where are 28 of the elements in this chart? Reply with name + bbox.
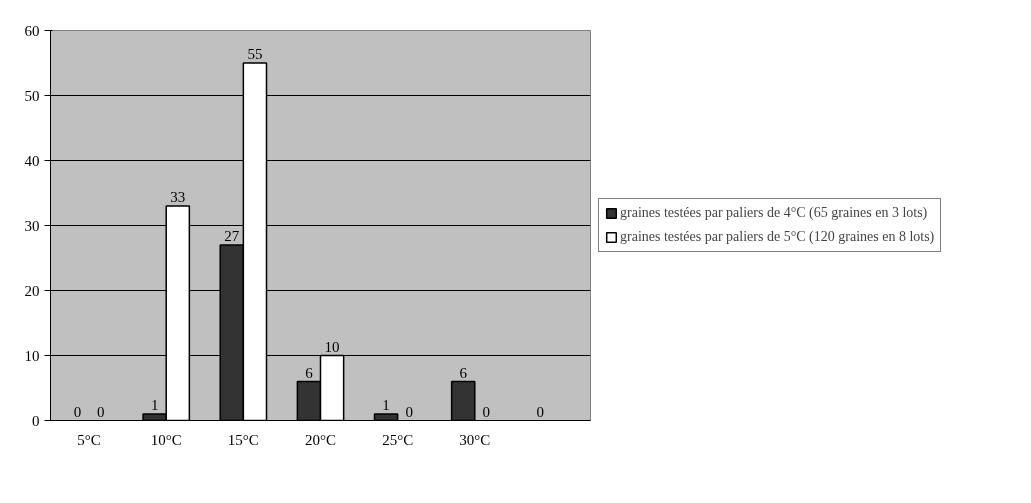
y-tick-label: 20 [24, 282, 40, 299]
data-label: 6 [459, 364, 468, 381]
x-tick-label: 10°C [150, 431, 182, 448]
y-tick-label: 50 [24, 87, 40, 104]
data-label: 33 [170, 189, 186, 205]
x-tick-label: 5°C [77, 431, 101, 448]
legend-label: graines testées par paliers de 5°C (120 graines en 8 lots) [620, 229, 935, 245]
x-tick-label: 15°C [227, 431, 259, 448]
y-tick-label: 30 [24, 217, 40, 234]
data-label: 1 [150, 397, 159, 413]
data-label: 27 [224, 228, 240, 244]
data-label: 0 [482, 403, 491, 420]
y-tick-label: 40 [24, 152, 40, 169]
x-tick-label: 20°C [305, 431, 337, 448]
y-tick-label: 60 [24, 22, 40, 39]
data-label: 0 [96, 403, 105, 420]
x-tick-label: 30°C [459, 431, 491, 448]
data-label: 6 [305, 364, 314, 381]
legend-label: graines testées par paliers de 4°C (65 graines en 3 lots) [620, 205, 928, 221]
x-tick-label: 25°C [382, 431, 414, 448]
data-label: 0 [536, 403, 545, 420]
y-tick-label: 10 [24, 347, 40, 364]
data-label: 55 [247, 46, 263, 62]
data-label: 0 [405, 403, 413, 420]
data-label: 1 [382, 397, 390, 413]
data-label: 10 [324, 338, 340, 355]
y-tick-label: 0 [32, 412, 40, 429]
data-label: 0 [73, 403, 82, 420]
